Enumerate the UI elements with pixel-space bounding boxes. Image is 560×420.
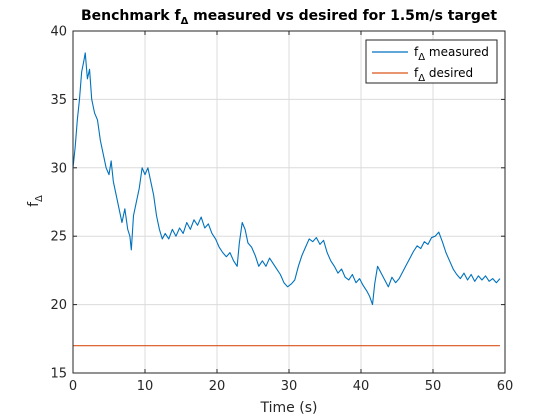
y-tick-label: 30 xyxy=(50,161,67,176)
series-layer xyxy=(72,52,501,347)
chart-title-before: Benchmark f xyxy=(81,8,182,24)
legend: fΔ measured fΔ desired xyxy=(365,39,498,84)
x-tick-label: 50 xyxy=(425,379,442,394)
legend-label-measured: fΔ measured xyxy=(414,45,489,63)
x-tick-label: 60 xyxy=(497,379,514,394)
x-tick-label: 30 xyxy=(281,379,298,394)
legend-label-measured-base: f xyxy=(414,45,419,59)
y-tick-label: 20 xyxy=(50,298,67,313)
y-axis-label-subscript: Δ xyxy=(34,195,45,202)
chart-title: Benchmark fΔ measured vs desired for 1.5… xyxy=(81,8,497,27)
x-tick-label: 40 xyxy=(353,379,370,394)
x-axis-ticks: 0 10 20 30 40 50 60 xyxy=(69,31,513,394)
y-tick-label: 15 xyxy=(50,367,67,382)
series-line-measured xyxy=(72,52,501,306)
legend-label-measured-subscript: Δ xyxy=(418,52,425,63)
legend-label-desired-base: f xyxy=(414,66,419,80)
legend-box xyxy=(365,39,498,84)
y-axis-ticks: 15 20 25 30 35 40 xyxy=(50,25,505,382)
x-tick-label: 0 xyxy=(69,379,77,394)
legend-label-desired: fΔ desired xyxy=(414,66,473,84)
y-tick-label: 25 xyxy=(50,230,67,245)
y-tick-label: 35 xyxy=(50,93,67,108)
y-axis-label: fΔ xyxy=(26,195,45,207)
legend-label-measured-after: measured xyxy=(425,45,489,59)
legend-label-desired-after: desired xyxy=(425,66,473,80)
x-axis-label: Time (s) xyxy=(260,400,318,416)
y-tick-label: 40 xyxy=(50,25,67,40)
y-axis-label-base: f xyxy=(26,201,42,207)
legend-label-desired-subscript: Δ xyxy=(418,73,425,84)
x-tick-label: 20 xyxy=(209,379,226,394)
chart-title-after: measured vs desired for 1.5m/s target xyxy=(188,8,497,24)
x-tick-label: 10 xyxy=(137,379,154,394)
chart-title-subscript: Δ xyxy=(181,16,189,27)
